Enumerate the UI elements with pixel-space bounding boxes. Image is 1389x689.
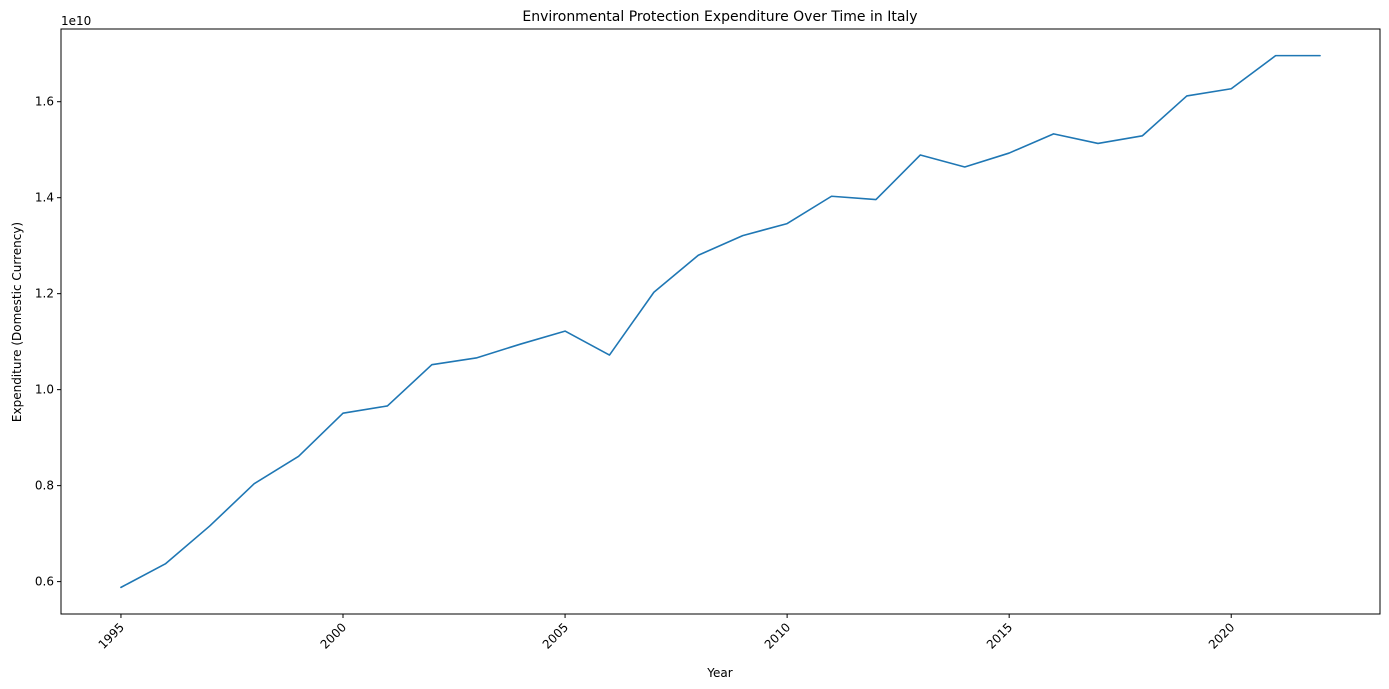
x-tick-label: 1995: [96, 620, 127, 651]
y-offset-label: 1e10: [61, 14, 91, 28]
y-tick-label: 0.8: [35, 479, 54, 493]
plot-area: [120, 54, 1321, 589]
series-line-0: [120, 54, 1321, 589]
y-tick-label: 1.2: [35, 287, 54, 301]
x-tick-label: 2005: [540, 620, 571, 651]
x-tick-label: 2000: [318, 620, 349, 651]
axes-frame: [60, 28, 1381, 615]
y-tick-label: 0.6: [35, 575, 54, 589]
x-tick-label: 2010: [762, 620, 793, 651]
chart-title: Environmental Protection Expenditure Ove…: [522, 9, 917, 25]
y-tick-label: 1.0: [35, 383, 54, 397]
x-tick-label: 2015: [984, 620, 1015, 651]
x-axis: 1995 2000 2005 2010 2015 2020: [96, 614, 1237, 652]
y-tick-label: 1.4: [35, 191, 54, 205]
x-tick-label: 2020: [1206, 620, 1237, 651]
y-axis: 0.6 0.8 1.0 1.2 1.4 1.6: [35, 95, 61, 589]
y-axis-label: Expenditure (Domestic Currency): [10, 222, 24, 422]
x-axis-label: Year: [706, 666, 732, 680]
y-tick-label: 1.6: [35, 95, 54, 109]
